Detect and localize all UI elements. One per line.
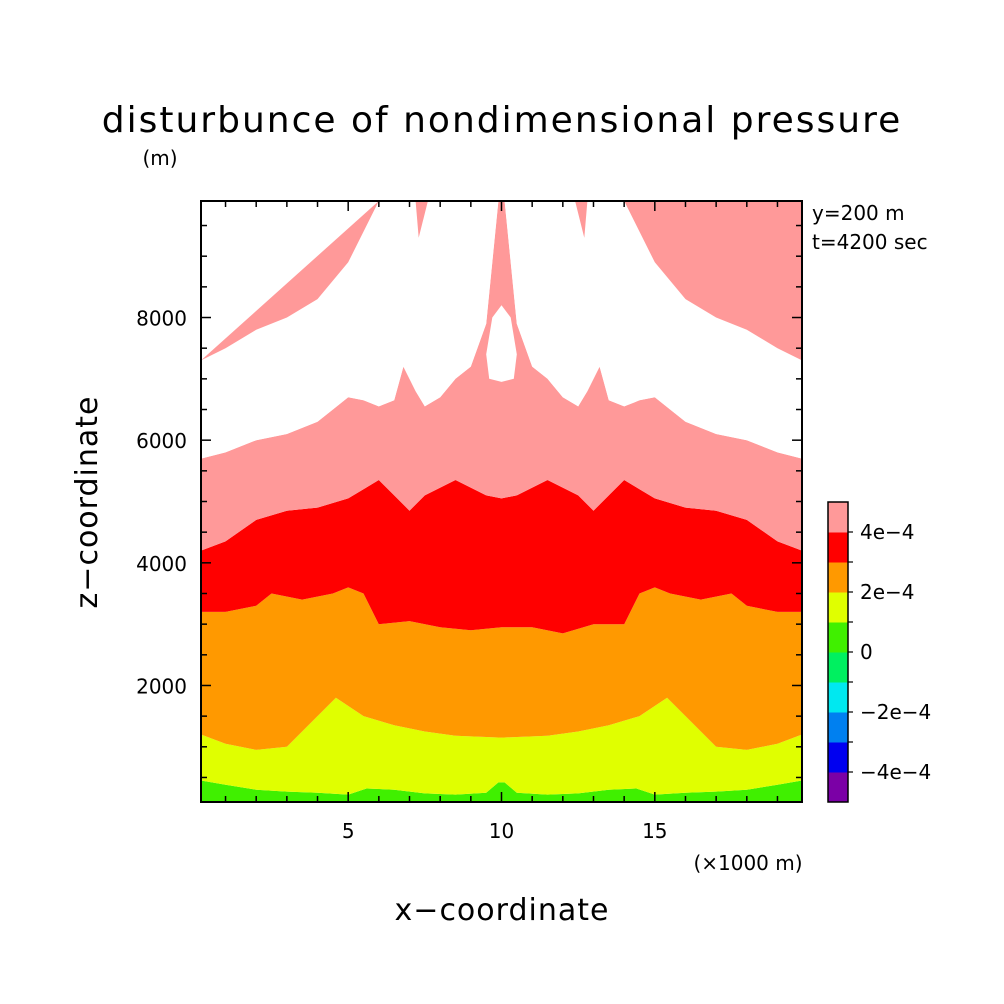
colorbar-cell [828, 622, 848, 653]
annotation-y: y=200 m [812, 201, 905, 225]
x-tick-label: 15 [642, 819, 667, 843]
contour-island-center [486, 305, 517, 382]
x-unit-label: (×1000 m) [693, 851, 802, 875]
y-tick-label: 2000 [136, 674, 187, 698]
contour-island-left [415, 201, 428, 238]
colorbar-cell [828, 712, 848, 743]
y-tick-label: 8000 [136, 307, 187, 331]
colorbar-label: −4e−4 [860, 760, 931, 784]
contour-band-lt-1e-4 [201, 780, 802, 802]
colorbar-cell [828, 652, 848, 683]
colorbar-label: −2e−4 [860, 700, 931, 724]
colorbar-label: 4e−4 [860, 520, 915, 544]
contour-band-gt-5e-4 [201, 201, 802, 459]
colorbar: −4e−4 −2e−4 0 2e−4 4e−4 [827, 501, 931, 803]
colorbar-cell [828, 682, 848, 713]
annotation-t: t=4200 sec [812, 230, 928, 254]
y-tick-label: 6000 [136, 429, 187, 453]
chart-title: disturbunce of nondimensional pressure [102, 100, 903, 141]
colorbar-cell [828, 772, 848, 803]
y-axis: 2000 4000 6000 8000 [136, 224, 802, 779]
contour-band-1e-4-2e-4 [201, 697, 802, 795]
colorbar-cell [828, 532, 848, 563]
x-tick-label: 5 [342, 819, 355, 843]
colorbar-cell [828, 592, 848, 623]
colorbar-label: 0 [860, 640, 873, 664]
y-unit-label: (m) [142, 146, 177, 170]
contour-region-upper-left [201, 201, 379, 361]
x-tick-label: 10 [489, 819, 514, 843]
contour-band-2e-4-3e-4 [201, 587, 802, 750]
colorbar-label: 2e−4 [860, 580, 915, 604]
contour-island-right [575, 201, 588, 238]
x-axis: 5 10 15 [224, 201, 779, 843]
y-axis-label: z−coordinate [70, 396, 105, 609]
y-tick-label: 4000 [136, 552, 187, 576]
x-axis-label: x−coordinate [395, 893, 610, 928]
contour-band-3e-4-4e-4 [201, 480, 802, 634]
colorbar-cell [828, 742, 848, 773]
contour-region-upper-right [624, 201, 802, 361]
plot-area [200, 200, 803, 803]
colorbar-cell [828, 502, 848, 533]
colorbar-cell [828, 562, 848, 593]
